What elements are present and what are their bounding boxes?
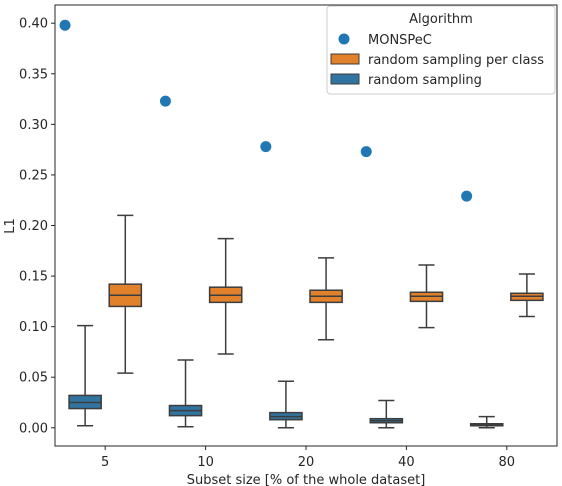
y-axis-label: L1 <box>3 218 18 234</box>
x-axis-ticks: 5 10 20 40 80 <box>101 446 515 470</box>
legend-marker-random-sampling-per-class <box>330 53 360 65</box>
x-tick-label: 20 <box>298 455 315 470</box>
box-random-sampling <box>469 415 504 429</box>
legend-label-monspec: MONSPeC <box>368 33 432 48</box>
point-monspec <box>461 190 473 202</box>
y-tick-label: 0.15 <box>19 270 48 285</box>
box-random-sampling-per-class <box>309 257 343 341</box>
y-tick-label: 0.05 <box>19 371 48 386</box>
box-random-sampling-per-class <box>108 214 143 374</box>
box-random-sampling <box>369 399 404 429</box>
legend-frame <box>326 5 556 95</box>
y-tick-label: 0.00 <box>19 421 48 436</box>
box-series <box>68 214 544 429</box>
point-monspec <box>360 146 372 158</box>
y-tick-label: 0.10 <box>19 320 48 335</box>
legend-title: Algorithm <box>409 12 473 27</box>
x-tick-label: 5 <box>101 455 109 470</box>
y-axis-ticks: 0.00 0.05 0.10 0.15 0.20 0.25 0.30 0.35 0.40 <box>19 17 55 436</box>
box-random-sampling <box>68 324 102 427</box>
x-tick-label: 80 <box>499 455 516 470</box>
point-series <box>59 19 473 202</box>
box-random-sampling <box>168 359 203 428</box>
y-tick-label: 0.35 <box>19 67 48 82</box>
point-monspec <box>260 141 272 153</box>
x-axis-label: Subset size [% of the whole dataset] <box>187 473 426 486</box>
legend-label-random-sampling: random sampling <box>368 73 482 88</box>
y-tick-label: 0.40 <box>19 17 48 32</box>
x-tick-label: 10 <box>197 455 214 470</box>
y-tick-label: 0.25 <box>19 168 48 183</box>
legend-marker-monspec <box>338 33 350 45</box>
y-tick-label: 0.20 <box>19 219 48 234</box>
box-random-sampling-per-class <box>208 237 243 355</box>
box-random-sampling <box>269 380 303 429</box>
point-monspec <box>59 19 71 31</box>
box-random-sampling-per-class <box>510 273 544 318</box>
legend: Algorithm MONSPeC random sampling per cl… <box>326 5 556 95</box>
legend-label-random-sampling-per-class: random sampling per class <box>368 53 544 68</box>
box-random-sampling-per-class <box>409 264 444 329</box>
y-tick-label: 0.30 <box>19 118 48 133</box>
x-tick-label: 40 <box>398 455 415 470</box>
legend-marker-random-sampling <box>330 73 360 85</box>
point-monspec <box>159 95 171 107</box>
